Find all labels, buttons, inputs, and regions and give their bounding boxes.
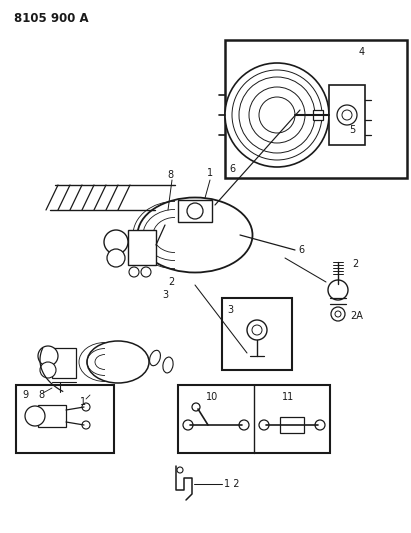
Circle shape: [239, 77, 315, 153]
Circle shape: [25, 406, 45, 426]
Text: 1 2: 1 2: [224, 479, 240, 489]
Text: 2: 2: [352, 259, 358, 269]
Text: 8105 900 A: 8105 900 A: [14, 12, 89, 25]
Circle shape: [232, 70, 322, 160]
Circle shape: [249, 87, 305, 143]
Bar: [313, 110, 323, 120]
Bar: [222, 298, 292, 370]
Bar: [38, 405, 66, 427]
Circle shape: [183, 420, 193, 430]
Circle shape: [337, 105, 357, 125]
Text: 3: 3: [227, 305, 233, 315]
Circle shape: [82, 421, 90, 429]
Bar: [52, 348, 76, 378]
Text: 10: 10: [206, 392, 218, 402]
Circle shape: [225, 63, 329, 167]
Bar: [178, 385, 330, 453]
Circle shape: [82, 403, 90, 411]
Text: 3: 3: [162, 290, 168, 300]
Circle shape: [129, 267, 139, 277]
Bar: [16, 385, 114, 453]
Text: 1: 1: [80, 397, 86, 407]
Text: 11: 11: [282, 392, 294, 402]
Bar: [280, 417, 304, 433]
Bar: [225, 40, 407, 178]
Circle shape: [192, 403, 200, 411]
Circle shape: [104, 230, 128, 254]
Circle shape: [259, 97, 295, 133]
Ellipse shape: [87, 341, 149, 383]
Text: 6: 6: [229, 164, 235, 174]
Text: 2: 2: [168, 277, 174, 287]
Circle shape: [331, 307, 345, 321]
Circle shape: [259, 420, 269, 430]
Circle shape: [107, 249, 125, 267]
Text: 9: 9: [22, 390, 28, 400]
Circle shape: [38, 346, 58, 366]
Text: 8: 8: [38, 390, 44, 400]
Circle shape: [315, 420, 325, 430]
Circle shape: [342, 110, 352, 120]
Bar: [178, 200, 212, 222]
Circle shape: [40, 362, 56, 378]
Text: 2A: 2A: [350, 311, 363, 321]
Text: 1: 1: [207, 168, 213, 178]
Circle shape: [177, 467, 183, 473]
Ellipse shape: [150, 350, 160, 366]
Circle shape: [247, 320, 267, 340]
Ellipse shape: [138, 198, 252, 272]
Text: 5: 5: [349, 125, 355, 135]
Circle shape: [252, 325, 262, 335]
Text: 8: 8: [167, 170, 173, 180]
Circle shape: [187, 203, 203, 219]
Text: 6: 6: [298, 245, 304, 255]
Circle shape: [141, 267, 151, 277]
Ellipse shape: [163, 357, 173, 373]
Circle shape: [328, 280, 348, 300]
Circle shape: [335, 311, 341, 317]
Bar: [128, 230, 156, 265]
Bar: [329, 85, 365, 145]
Text: 4: 4: [359, 47, 365, 57]
Circle shape: [239, 420, 249, 430]
